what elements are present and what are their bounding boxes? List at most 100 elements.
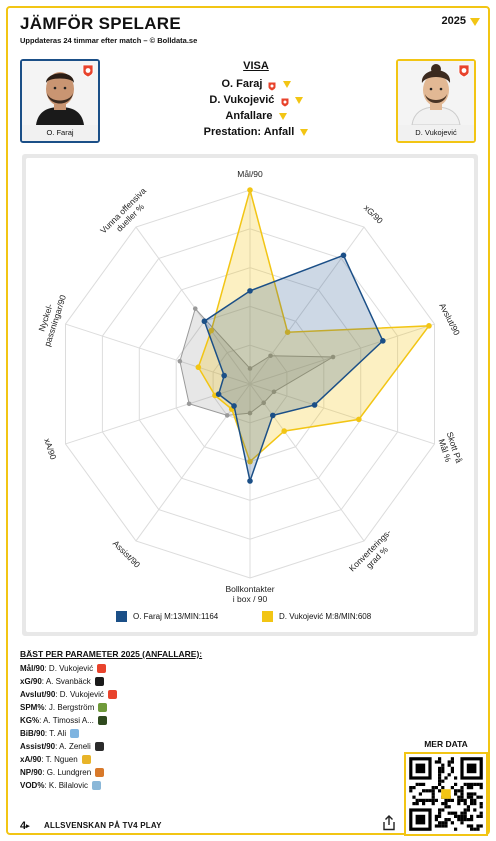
club-badge-icon xyxy=(281,96,289,107)
best-row[interactable]: KG%: A. Timossi A... xyxy=(20,714,117,727)
best-per-parameter-list: Mål/90: D. Vukojević xG/90: A. Svanbäck Av… xyxy=(20,662,117,792)
radar-point-left xyxy=(270,412,276,419)
radar-reference-point xyxy=(247,366,253,371)
club-badge-icon xyxy=(92,781,102,791)
dropdown-arrow-icon xyxy=(294,96,303,104)
club-badge-icon xyxy=(82,64,94,78)
radar-axis-label: Nyckel-passningar/90 xyxy=(33,290,69,347)
club-badge-icon xyxy=(458,64,470,78)
best-per-parameter-title: BÄST PER PARAMETER 2025 (ANFALLARE): xyxy=(20,649,203,659)
best-param-label: xG/90 xyxy=(20,677,42,686)
best-param-label: KG% xyxy=(20,716,40,725)
best-player-name: G. Lundgren xyxy=(46,768,92,777)
radar-reference-point xyxy=(247,410,253,416)
radar-axis-label: Vunna offensivadueller % xyxy=(98,185,155,242)
year-dropdown-icon[interactable] xyxy=(470,18,480,26)
radar-point-left xyxy=(231,403,237,409)
performance-select[interactable]: Prestation: Anfall xyxy=(128,124,384,140)
radar-spoke xyxy=(249,323,435,385)
page-title: JÄMFÖR SPELARE xyxy=(20,14,181,33)
position-select[interactable]: Anfallare xyxy=(128,108,384,124)
radar-axis-label: Bollkontakter i box / 90 xyxy=(225,584,274,604)
player2-select[interactable]: D. Vukojević xyxy=(128,92,384,108)
club-badge-icon xyxy=(70,729,80,739)
legend-label-right: D. Vukojević M:8/MIN:608 xyxy=(279,612,372,621)
radar-chart: Mål/90 xG/90 Avslut/90 Skott PåMål % Konvert… xyxy=(33,169,464,604)
qr-code[interactable] xyxy=(404,752,488,836)
dropdown-arrow-icon xyxy=(300,128,309,136)
best-player-name: D. Vukojević xyxy=(59,690,104,699)
radar-axis-label: Assist/90 xyxy=(111,538,143,570)
best-param-label: Assist/90 xyxy=(20,742,56,751)
best-row[interactable]: VOD%: K. Bilalovic xyxy=(20,779,117,792)
radar-point-left xyxy=(247,478,253,484)
radar-reference-point xyxy=(271,389,277,395)
radar-reference-point xyxy=(224,413,230,418)
share-icon[interactable] xyxy=(382,815,396,831)
best-player-name: K. Bilalovic xyxy=(48,781,89,790)
radar-spoke xyxy=(135,226,251,385)
club-badge-icon xyxy=(107,690,117,700)
club-badge-icon xyxy=(94,677,104,687)
best-param-label: xA/90 xyxy=(20,755,42,764)
best-player-name: A. Zeneli xyxy=(59,742,91,751)
radar-axis-label: Konverterings-grad % xyxy=(347,527,400,580)
radar-point-left xyxy=(380,338,386,344)
best-player-name: A. Svanbäck xyxy=(45,677,91,686)
best-row[interactable]: Mål/90: D. Vukojević xyxy=(20,662,117,675)
player-name-right: D. Vukojević xyxy=(398,125,474,141)
best-row[interactable]: BiB/90: T. Ali xyxy=(20,727,117,740)
legend-swatch-left xyxy=(116,611,127,623)
best-row[interactable]: SPM%: J. Bergström xyxy=(20,701,117,714)
dropdown-arrow-icon xyxy=(278,112,287,120)
radar-point-left xyxy=(201,318,208,325)
compare-players-card: JÄMFÖR SPELARE Uppdateras 24 timmar efte… xyxy=(6,6,490,836)
radar-axis-label: Mål/90 xyxy=(237,169,263,179)
best-param-label: SPM% xyxy=(20,703,45,712)
radar-chart-panel: Mål/90 xG/90 Avslut/90 Skott PåMål % Konvert… xyxy=(22,154,478,636)
radar-reference-point xyxy=(261,400,266,406)
tv4-play-link[interactable]: ALLSVENSKAN PÅ TV4 PLAY xyxy=(44,821,162,830)
radar-point-right xyxy=(195,364,202,371)
best-player-name: D. Vukojević xyxy=(48,664,94,673)
update-note: Uppdateras 24 timmar efter match – © Bol… xyxy=(20,36,198,45)
radar-reference-point xyxy=(330,354,336,360)
best-param-label: Avslut/90 xyxy=(20,690,56,699)
radar-chart-area: Mål/90 xG/90 Avslut/90 Skott PåMål % Konvert… xyxy=(26,158,474,632)
best-player-name: J. Bergström xyxy=(48,703,95,712)
best-param-label: NP/90 xyxy=(20,768,43,777)
radar-point-right xyxy=(356,416,362,423)
radar-spoke xyxy=(65,323,251,385)
best-row[interactable]: xG/90: A. Svanbäck xyxy=(20,675,117,688)
best-row[interactable]: Assist/90: A. Zeneli xyxy=(20,740,117,753)
club-badge-icon xyxy=(97,716,107,726)
legend-item-left[interactable]: O. Faraj M:13/MIN:1164 xyxy=(116,611,218,623)
radar-point-left xyxy=(221,372,227,379)
player1-select[interactable]: O. Faraj xyxy=(128,76,384,92)
club-badge-icon xyxy=(98,703,108,713)
player-card-right[interactable]: D. Vukojević xyxy=(396,59,476,143)
player-name-left: O. Faraj xyxy=(22,125,98,141)
tv4-logo[interactable]: 4▸ xyxy=(20,820,30,832)
club-badge-icon xyxy=(94,742,104,752)
radar-point-right xyxy=(247,187,253,193)
best-row[interactable]: Avslut/90: D. Vukojević xyxy=(20,688,117,701)
legend-item-right[interactable]: D. Vukojević M:8/MIN:608 xyxy=(262,611,371,623)
radar-axis-label: xA/90 xyxy=(42,437,58,461)
radar-point-left xyxy=(215,391,222,397)
best-player-name: T. Nguen xyxy=(45,755,78,764)
radar-spoke xyxy=(249,383,435,445)
dropdown-arrow-icon xyxy=(282,80,291,88)
radar-point-left xyxy=(247,288,253,294)
radar-reference-point xyxy=(192,306,198,311)
radar-reference-point xyxy=(268,353,273,359)
radar-axis-label: Skott PåMål % xyxy=(435,431,464,468)
best-row[interactable]: xA/90: T. Nguen xyxy=(20,753,117,766)
player-card-left[interactable]: O. Faraj xyxy=(20,59,100,143)
mer-data-label: MER DATA xyxy=(424,739,468,749)
position-select-label: Anfallare xyxy=(225,110,273,122)
year-select[interactable]: 2025 xyxy=(441,15,466,27)
radar-axis-label: xG/90 xyxy=(362,203,385,226)
best-row[interactable]: NP/90: G. Lundgren xyxy=(20,766,117,779)
radar-point-right xyxy=(426,323,432,329)
